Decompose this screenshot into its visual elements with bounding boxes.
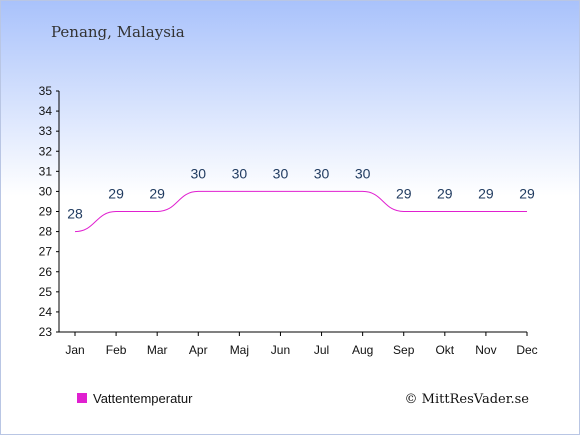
x-tick-label: Jan: [65, 343, 84, 357]
x-tick-label: Nov: [475, 343, 496, 357]
y-tick-label: 29: [39, 205, 53, 219]
x-tick-label: Aug: [352, 343, 373, 357]
data-label: 29: [396, 186, 412, 202]
data-label: 29: [437, 186, 453, 202]
y-tick-label: 31: [39, 164, 53, 178]
y-tick-label: 35: [39, 84, 53, 98]
y-tick-label: 23: [39, 325, 53, 339]
y-tick-label: 24: [39, 305, 53, 319]
x-tick-label: Dec: [516, 343, 537, 357]
y-tick-label: 27: [39, 245, 53, 259]
x-tick-label: Feb: [106, 343, 127, 357]
series-line: [74, 190, 527, 233]
x-tick-label: Okt: [435, 343, 454, 357]
data-marks: 28 29 29 30 30 30 30 30 29 29 29 29: [67, 165, 535, 233]
data-label: 29: [108, 186, 124, 202]
x-tick-label: Maj: [230, 343, 249, 357]
x-tick-label: Jun: [271, 343, 290, 357]
data-label: 30: [273, 165, 289, 181]
y-tick-label: 34: [39, 104, 53, 118]
axes: 23 24 25 26 27 28 29 30 31 32 33 34 35 Jan Feb Mar Apr Ma…: [39, 84, 538, 357]
data-label: 29: [149, 186, 165, 202]
x-tick-label: Mar: [147, 343, 168, 357]
data-label: 30: [314, 165, 330, 181]
legend-label: Vattentemperatur: [93, 391, 193, 406]
y-tick-label: 28: [39, 225, 53, 239]
y-tick-label: 33: [39, 124, 53, 138]
y-tick-label: 25: [39, 285, 53, 299]
x-tick-label: Apr: [189, 343, 208, 357]
x-tick-label: Sep: [393, 343, 415, 357]
credit-text: © MittResVader.se: [405, 392, 530, 407]
data-label: 28: [67, 206, 83, 222]
chart-title: Penang, Malaysia: [51, 23, 185, 41]
y-tick-label: 26: [39, 265, 53, 279]
x-tick-label: Jul: [314, 343, 329, 357]
data-label: 30: [232, 165, 248, 181]
legend-swatch: [77, 393, 87, 403]
data-label: 30: [190, 165, 206, 181]
data-label: 29: [478, 186, 494, 202]
y-tick-label: 30: [39, 184, 53, 198]
y-tick-label: 32: [39, 144, 53, 158]
data-label: 29: [519, 186, 535, 202]
data-label: 30: [355, 165, 371, 181]
